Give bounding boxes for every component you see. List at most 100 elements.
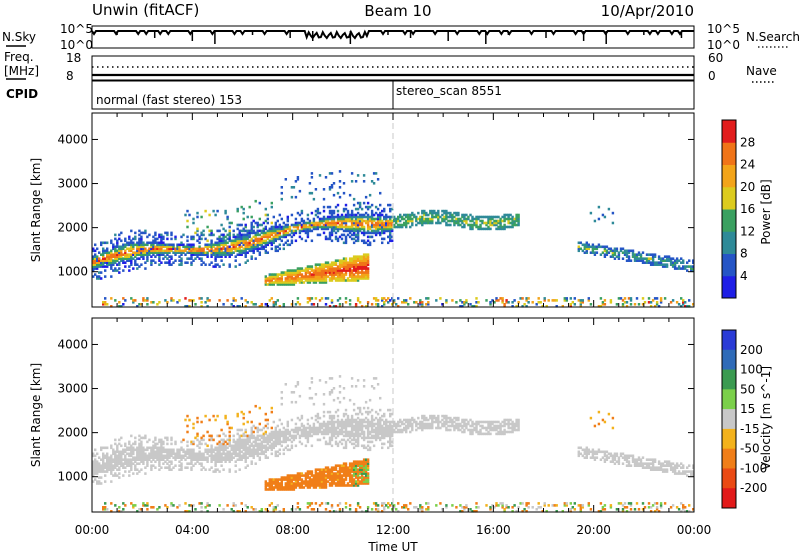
power-cell: [362, 255, 366, 258]
power-cell: [118, 301, 121, 304]
power-cell: [142, 241, 145, 245]
power-cell: [102, 253, 105, 256]
power-cell: [298, 189, 302, 193]
power-cell: [218, 239, 221, 243]
power-cell: [112, 263, 115, 266]
power-cell: [280, 271, 284, 274]
velocity-cell: [144, 456, 147, 459]
velocity-cell: [280, 444, 284, 448]
power-cell: [352, 197, 356, 201]
power-cell: [144, 231, 147, 235]
velocity-cell: [100, 468, 103, 471]
velocity-cell: [320, 480, 324, 483]
power-cell: [142, 247, 145, 251]
power-cell: [330, 215, 334, 219]
power-cell: [114, 247, 117, 251]
power-cell: [96, 267, 99, 270]
velocity-cell: [252, 448, 255, 452]
velocity-cell: [256, 444, 259, 448]
velocity-cell: [146, 462, 149, 465]
power-cell: [190, 255, 193, 258]
power-cell: [188, 257, 191, 260]
power-cell: [278, 233, 282, 237]
velocity-cell: [272, 508, 276, 511]
power-cell: [585, 243, 589, 247]
velocity-cell: [368, 448, 372, 452]
velocity-cell: [184, 452, 187, 456]
velocity-cell: [338, 466, 342, 469]
power-cell: [643, 301, 647, 304]
velocity-cell: [360, 426, 364, 430]
velocity-cell: [332, 428, 336, 432]
velocity-cell: [342, 484, 346, 487]
velocity-cell: [198, 442, 201, 446]
power-cell: [362, 213, 366, 217]
power-cell: [445, 301, 448, 304]
power-cell: [330, 184, 334, 187]
power-cell: [316, 269, 320, 272]
velocity-cell: [332, 422, 336, 426]
power-cell: [445, 217, 448, 221]
power-cell: [318, 299, 322, 302]
velocity-cell: [126, 462, 129, 465]
power-cell: [294, 271, 298, 274]
velocity-cell: [372, 444, 376, 448]
power-colorbar-swatch: [722, 209, 736, 232]
velocity-cell: [336, 474, 340, 477]
velocity-cell: [216, 446, 219, 450]
power-cell: [453, 211, 456, 215]
power-cell: [230, 303, 233, 306]
velocity-cell: [366, 410, 370, 414]
power-cell: [120, 239, 123, 243]
velocity-cell: [358, 432, 362, 436]
velocity-cell: [280, 422, 284, 426]
power-cell: [389, 227, 392, 231]
power-cell: [655, 263, 659, 266]
velocity-cell: [344, 440, 348, 444]
velocity-cell: [260, 508, 264, 511]
power-cell: [332, 275, 336, 278]
velocity-cell: [342, 396, 346, 400]
velocity-cell: [376, 436, 380, 440]
power-cell: [248, 233, 251, 237]
velocity-cell: [362, 478, 366, 481]
velocity-cell: [334, 436, 338, 440]
power-cell: [358, 259, 362, 262]
power-cell: [358, 261, 362, 264]
power-cell: [100, 271, 103, 274]
velocity-cell: [148, 458, 151, 461]
power-cell: [445, 215, 448, 219]
power-cell: [348, 271, 352, 274]
power-cell: [330, 267, 334, 270]
power-cell: [196, 233, 199, 237]
power-cell: [360, 223, 364, 227]
power-cell: [246, 243, 249, 247]
power-cell: [338, 297, 342, 300]
velocity-cell: [164, 448, 167, 452]
velocity-cell: [362, 438, 366, 442]
power-cell: [489, 301, 492, 304]
velocity-cell: [312, 478, 316, 481]
power-cell: [306, 271, 310, 274]
power-cell: [314, 271, 318, 274]
velocity-cell: [272, 486, 276, 489]
velocity-cell: [264, 436, 268, 440]
power-cell: [475, 301, 478, 304]
velocity-cell: [166, 462, 169, 465]
power-cell: [110, 265, 113, 268]
power-cell: [132, 251, 135, 254]
velocity-cell: [356, 472, 360, 475]
power-cell: [599, 297, 603, 300]
power-cell: [346, 227, 350, 231]
power-cell: [188, 249, 191, 253]
velocity-cell: [374, 504, 378, 507]
velocity-cell: [264, 432, 268, 436]
power-cell: [535, 303, 538, 306]
power-cell: [204, 301, 207, 304]
power-cell: [391, 227, 394, 231]
velocity-cell: [176, 452, 179, 456]
power-cell: [579, 299, 583, 302]
power-cell: [425, 221, 428, 225]
velocity-cell: [242, 434, 245, 438]
velocity-cell: [360, 430, 364, 434]
